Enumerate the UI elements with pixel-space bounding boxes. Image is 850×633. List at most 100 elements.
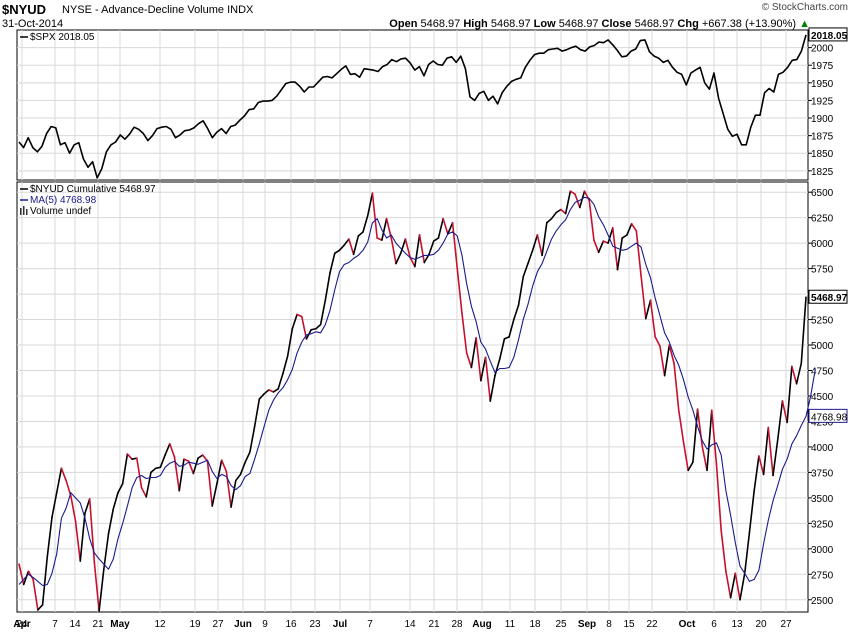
nyud-segment xyxy=(395,252,402,265)
low-value: 5468.97 xyxy=(558,18,599,30)
nyud-segment xyxy=(447,221,454,235)
x-tick-label: 27 xyxy=(212,619,224,630)
y-tick-label: 2750 xyxy=(811,570,834,581)
legend-entry: MA(5) 4768.98 xyxy=(30,195,97,206)
nyud-segment xyxy=(310,327,317,331)
nyud-segment xyxy=(786,365,793,424)
ma-line xyxy=(18,196,816,587)
nyud-segment xyxy=(84,498,91,514)
nyud-segment xyxy=(244,451,251,464)
nyud-segment xyxy=(715,463,722,532)
nyud-segment xyxy=(112,491,119,510)
nyud-segment xyxy=(762,426,770,476)
chg-value: +667.38 (+13.90%) xyxy=(701,18,797,30)
nyud-segment xyxy=(22,570,30,586)
nyud-segment xyxy=(555,208,562,214)
nyud-segment xyxy=(626,222,633,236)
nyud-segment xyxy=(55,467,63,494)
ohlc-readout: Open 5468.97 High 5468.97 Low 5468.97 Cl… xyxy=(389,18,810,30)
nyud-segment xyxy=(734,572,741,601)
x-tick-label: 16 xyxy=(285,619,297,630)
legend-entry: $NYUD Cumulative 5468.97 xyxy=(30,184,156,195)
open-label: Open xyxy=(389,18,418,30)
x-tick-label: 11 xyxy=(505,619,516,630)
nyud-segment xyxy=(140,486,148,498)
nyud-segment xyxy=(776,400,784,441)
close-label: Close xyxy=(601,18,632,30)
ma-value-box xyxy=(808,408,848,423)
y-tick-label: 1900 xyxy=(811,114,834,125)
nyud-segment xyxy=(659,345,666,377)
nyud-segment xyxy=(437,217,444,239)
nyud-segment xyxy=(616,237,624,271)
nyud-segment xyxy=(480,356,487,382)
close-value: 5468.97 xyxy=(634,18,675,30)
x-tick-label: 14 xyxy=(404,619,416,630)
nyud-segment xyxy=(531,234,539,252)
nyud-segment xyxy=(98,568,105,612)
y-tick-label: 1875 xyxy=(811,132,834,143)
nyud-segment xyxy=(560,208,567,215)
nyud-segment xyxy=(183,458,190,462)
x-tick-label: 12 xyxy=(154,619,166,630)
nyud-segment xyxy=(197,454,204,459)
nyud-segment xyxy=(461,312,468,354)
nyud-segment xyxy=(640,274,647,320)
high-label: High xyxy=(463,18,488,30)
x-tick-label: Sep xyxy=(578,619,596,630)
nyud-segment xyxy=(103,532,110,571)
spx-line xyxy=(18,34,807,179)
nyud-segment xyxy=(362,214,369,233)
y-tick-label: 2500 xyxy=(811,596,834,607)
x-tick-label: 22 xyxy=(646,619,658,630)
nyud-segment xyxy=(677,409,685,443)
y-tick-label: 4250 xyxy=(811,417,834,428)
nyud-segment xyxy=(136,457,143,489)
nyud-segment xyxy=(517,275,525,307)
nyud-segment xyxy=(164,443,171,456)
nyud-segment xyxy=(668,344,675,365)
x-tick-label: 6 xyxy=(711,619,717,630)
nyud-segment xyxy=(60,467,67,482)
nyud-segment xyxy=(550,211,558,220)
nyud-segment xyxy=(489,374,496,402)
x-tick-label: 27 xyxy=(780,619,792,630)
nyud-segment xyxy=(541,221,548,257)
y-tick-label: 6250 xyxy=(811,214,834,225)
nyud-segment xyxy=(385,217,393,239)
x-tick-label: 21 xyxy=(92,619,104,630)
y-tick-label: 4750 xyxy=(811,367,834,378)
nyud-segment xyxy=(508,318,515,338)
symbol-label: $NYUD xyxy=(2,2,47,17)
nyud-segment xyxy=(263,389,270,395)
nyud-segment xyxy=(758,455,765,476)
nyud-segment xyxy=(79,512,86,562)
y-tick-label: 1925 xyxy=(811,96,834,107)
open-value: 5468.97 xyxy=(420,18,461,30)
nyud-segment xyxy=(456,267,463,315)
x-tick-label: 24 xyxy=(16,619,28,630)
nyud-segment xyxy=(522,262,529,278)
nyud-segment xyxy=(249,425,256,453)
nyud-segment xyxy=(597,240,605,254)
nyud-segment xyxy=(366,192,374,217)
nyud-segment xyxy=(329,252,336,274)
spx-panel: 1825 1850 1875 1900 1925 1950 1975 2000 $SPX 201… xyxy=(16,27,848,181)
nyud-segment xyxy=(150,467,157,474)
nyud-segment xyxy=(470,337,477,369)
nyud-segment xyxy=(465,352,473,369)
nyud-segment xyxy=(126,453,133,460)
nyud-segment xyxy=(513,304,520,321)
nyud-segment xyxy=(296,313,303,318)
nyud-segment xyxy=(546,217,553,224)
low-label: Low xyxy=(533,18,556,30)
nyud-segment xyxy=(371,192,378,239)
nyud-segment xyxy=(428,240,435,256)
x-tick-label: 7 xyxy=(367,619,373,630)
y-tick-label: 4000 xyxy=(811,443,834,454)
nyud-segment xyxy=(503,336,510,340)
nyud-segment xyxy=(663,344,671,377)
nyud-segment xyxy=(753,455,760,492)
nyud-segment xyxy=(583,190,591,202)
